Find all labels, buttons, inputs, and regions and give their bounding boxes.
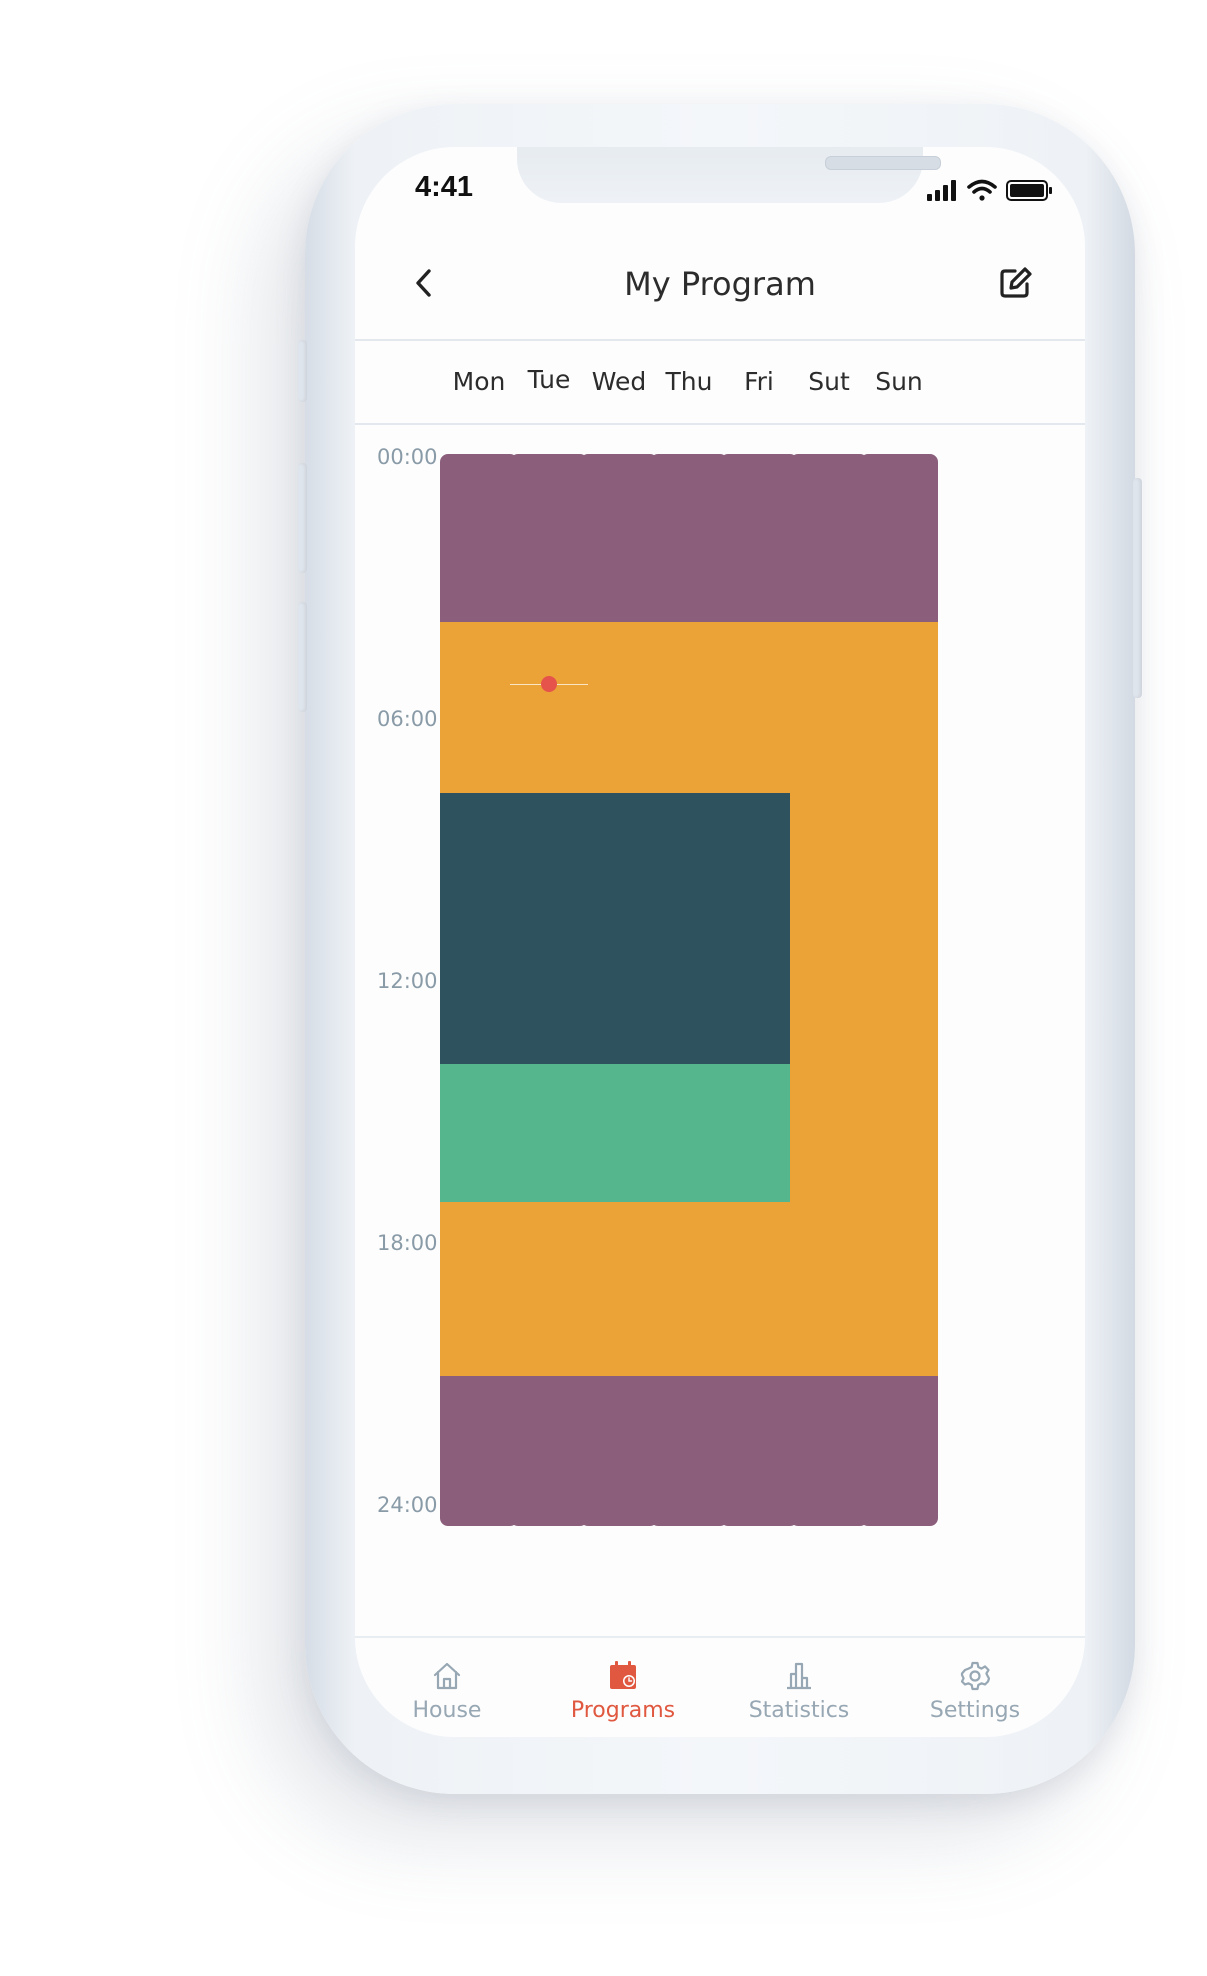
house-icon [433,1662,461,1690]
schedule-block-night[interactable] [510,454,588,622]
schedule-column-sut[interactable] [790,454,868,1526]
day-header-row: Mon Tue Wed Thu Fri Sut Sun [355,341,1085,425]
gear-icon [960,1661,991,1691]
speaker-grille [825,156,941,170]
schedule-column-sun[interactable] [860,454,938,1526]
schedule-block-home[interactable] [720,1202,798,1377]
schedule-block-comfort[interactable] [440,1063,518,1203]
day-label-fri: Fri [744,367,774,396]
schedule-block-away[interactable] [720,793,798,1064]
schedule-block-home[interactable] [860,621,938,1377]
edit-icon [1000,267,1032,298]
volume-up-button [298,463,307,573]
current-time-dot [541,676,557,693]
schedule-block-night[interactable] [790,1376,868,1526]
time-label-0000: 00:00 [377,445,438,469]
time-label-0600: 06:00 [377,707,438,731]
schedule-block-away[interactable] [580,793,658,1064]
wifi-icon [967,179,997,201]
schedule-column-wed[interactable] [580,454,658,1526]
status-icons [927,177,1057,207]
time-label-1200: 12:00 [377,969,438,993]
tab-bar: House Programs Statistics [355,1636,1085,1737]
tab-house[interactable]: House [367,1638,527,1737]
tab-statistics-label: Statistics [748,1698,850,1723]
day-label-tue: Tue [527,365,571,394]
schedule-column-tue[interactable] [510,454,588,1526]
day-label-mon: Mon [452,367,506,396]
schedule-block-night[interactable] [650,1376,728,1526]
schedule-block-night[interactable] [650,454,728,622]
schedule-block-comfort[interactable] [580,1063,658,1203]
battery-icon [1006,180,1052,201]
notch [517,147,941,203]
tab-programs[interactable]: Programs [543,1638,703,1737]
schedule-block-night[interactable] [440,1376,518,1526]
schedule-block-night[interactable] [440,454,518,622]
chevron-left-icon [416,269,431,297]
schedule-block-night[interactable] [580,454,658,622]
schedule-block-home[interactable] [650,1202,728,1377]
schedule-block-night[interactable] [860,1376,938,1526]
schedule-block-comfort[interactable] [650,1063,728,1203]
tab-house-label: House [412,1698,482,1723]
schedule-block-home[interactable] [580,1202,658,1377]
tab-statistics[interactable]: Statistics [719,1638,879,1737]
schedule-block-home[interactable] [510,621,588,794]
schedule-block-home[interactable] [510,1202,588,1377]
schedule-block-night[interactable] [510,1376,588,1526]
cellular-signal-icon [927,180,956,201]
schedule-block-away[interactable] [510,793,588,1064]
schedule-block-home[interactable] [440,621,518,794]
tab-settings[interactable]: Settings [895,1638,1055,1737]
time-label-1800: 18:00 [377,1231,438,1255]
tab-settings-label: Settings [929,1698,1021,1723]
schedule-column-fri[interactable] [720,454,798,1526]
schedule-block-home[interactable] [720,621,798,794]
schedule-column-mon[interactable] [440,454,518,1526]
edit-button[interactable] [995,263,1035,303]
schedule-column-thu[interactable] [650,454,728,1526]
schedule-block-home[interactable] [790,621,868,1377]
time-label-2400: 24:00 [377,1493,438,1517]
day-label-wed: Wed [591,367,647,396]
mute-switch [298,340,307,402]
schedule-block-away[interactable] [650,793,728,1064]
schedule-block-comfort[interactable] [510,1063,588,1203]
bar-chart-icon [787,1662,811,1690]
schedule-block-home[interactable] [440,1202,518,1377]
calendar-icon [610,1661,636,1689]
schedule-block-night[interactable] [720,1376,798,1526]
status-time: 4:41 [415,171,474,203]
phone-screen: 4:41 [355,147,1085,1737]
day-label-sut: Sut [808,367,850,396]
page-title: My Program [624,265,816,303]
tab-programs-label: Programs [570,1698,676,1723]
navigation-header: My Program [355,229,1085,341]
schedule-block-night[interactable] [790,454,868,622]
schedule-block-night[interactable] [720,454,798,622]
back-button[interactable] [405,263,445,303]
day-label-thu: Thu [665,367,713,396]
day-label-sun: Sun [875,367,923,396]
schedule-block-home[interactable] [650,621,728,794]
schedule-block-away[interactable] [440,793,518,1064]
power-button [1133,478,1142,698]
schedule-block-night[interactable] [860,454,938,622]
schedule-block-night[interactable] [580,1376,658,1526]
volume-down-button [298,602,307,712]
schedule-block-home[interactable] [580,621,658,794]
schedule-block-comfort[interactable] [720,1063,798,1203]
